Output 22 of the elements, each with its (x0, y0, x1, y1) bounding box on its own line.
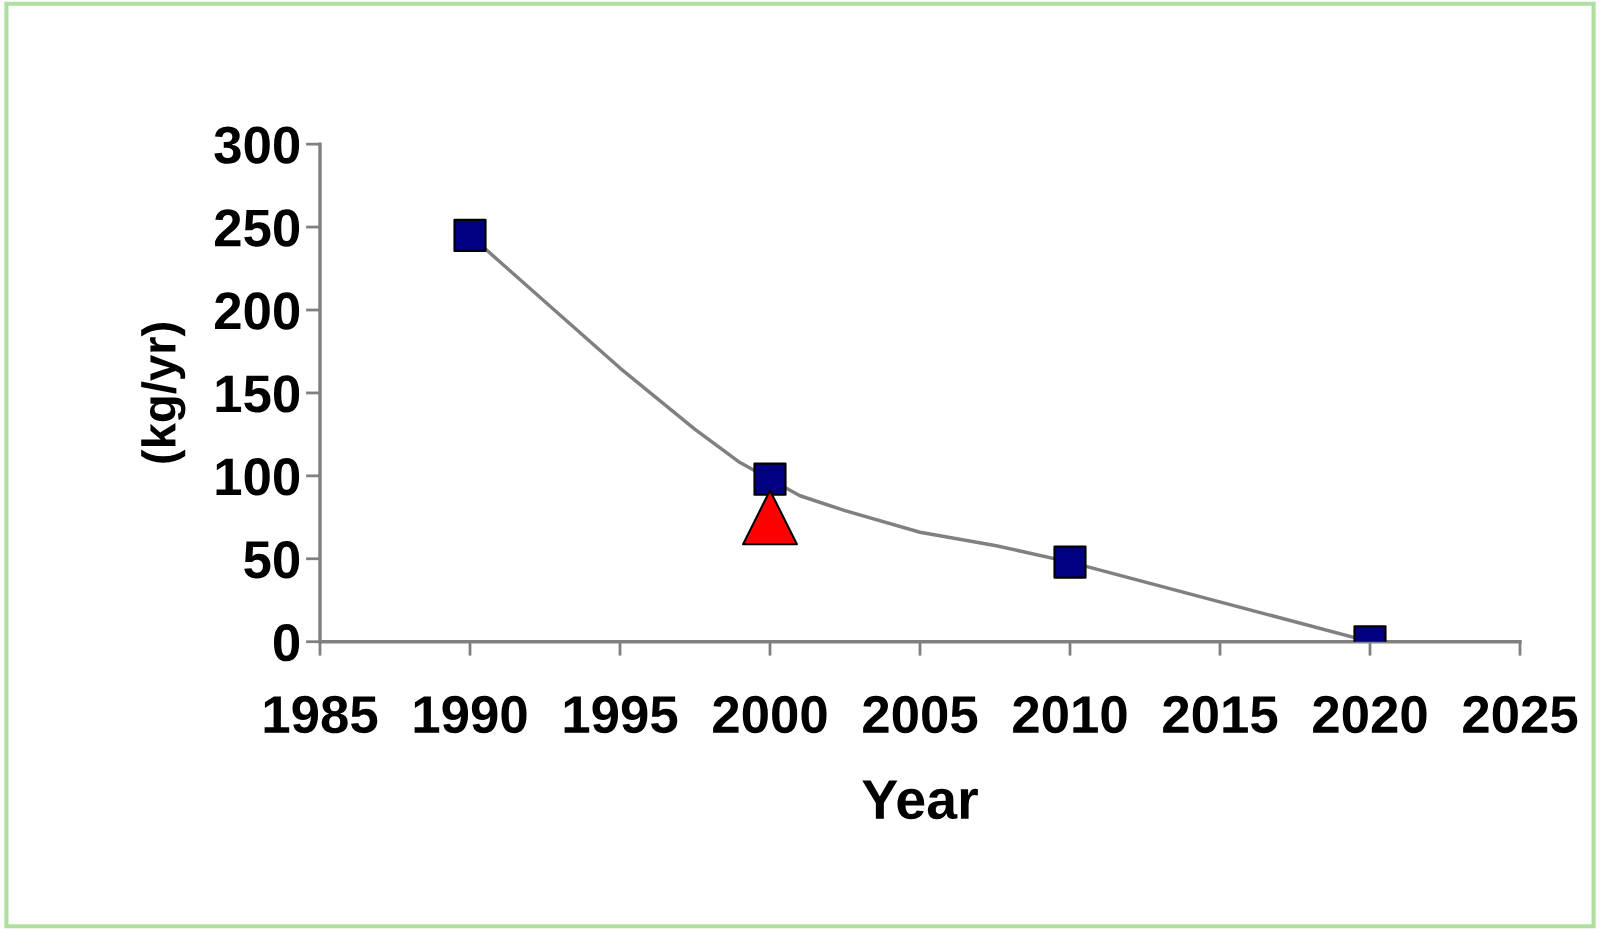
x-tick-label: 2020 (1313, 695, 1427, 734)
x-tick-label: 2015 (1163, 695, 1278, 734)
y-tick-label: 0 (273, 623, 300, 662)
y-tick-label: 100 (216, 458, 300, 496)
point (742, 489, 798, 546)
x-tick-label: 2005 (863, 695, 978, 734)
y-tick-label: 200 (215, 292, 300, 330)
x-axis-title: Year (862, 780, 978, 820)
y-tick-label: 50 (244, 541, 300, 579)
x-tick-label: 1985 (264, 695, 378, 734)
x-tick-label: 1995 (564, 695, 678, 734)
y-tick-label: 250 (215, 209, 300, 247)
point (753, 462, 787, 496)
x-tick-label: 2010 (1013, 695, 1127, 734)
point (1053, 545, 1087, 579)
x-tick-label: 2025 (1463, 695, 1578, 734)
x-tick-label: 1990 (414, 695, 527, 734)
x-tick-label: 2000 (713, 695, 827, 734)
y-tick-label: 300 (214, 126, 300, 164)
point (453, 218, 487, 252)
y-tick-label: 150 (216, 375, 300, 413)
y-axis-title: (kg/yr) (141, 323, 186, 463)
